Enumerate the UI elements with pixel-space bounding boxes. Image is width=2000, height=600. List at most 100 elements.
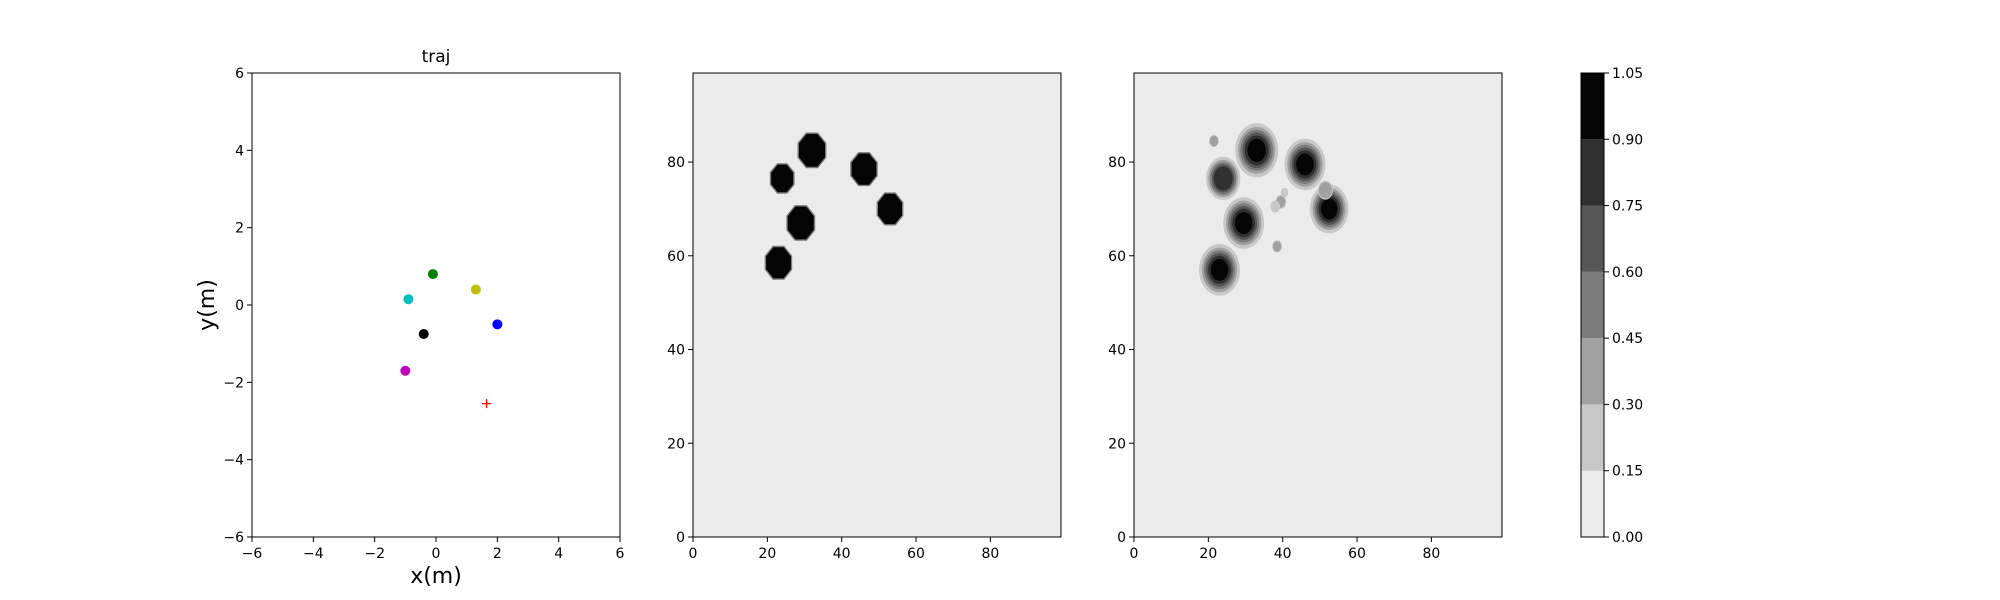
agent-point — [427, 269, 438, 280]
map-2-axes-frame — [1133, 72, 1503, 538]
blob-contour — [1213, 166, 1233, 191]
colorbar-tick-label: 0.15 — [1612, 464, 1643, 480]
agent-point — [418, 329, 429, 339]
blob-core — [766, 247, 791, 279]
obstacle-blob — [1209, 134, 1219, 148]
map-1-x-ticks: 0 20 40 60 80 — [689, 537, 999, 562]
obstacle-blob — [876, 192, 904, 226]
agent-point — [470, 284, 481, 295]
x-tick-label: 6 — [616, 546, 625, 562]
obstacle-blob — [1223, 197, 1265, 249]
colorbar-tick-label: 1.05 — [1612, 66, 1643, 82]
traj-x-axis-label: x(m) — [410, 564, 462, 589]
x-tick-label: 80 — [981, 546, 999, 562]
blob-core — [771, 164, 794, 193]
y-tick-label: −2 — [223, 375, 244, 391]
y-tick-label: 40 — [667, 343, 685, 359]
obstacle-blob — [1270, 200, 1281, 213]
map-1-axes-frame — [692, 72, 1062, 538]
traj-x-ticks: −6 −4 −2 0 2 4 6 — [242, 537, 625, 562]
traj-y-ticks: −6 −4 −2 0 2 4 6 — [223, 66, 252, 546]
x-tick-label: 80 — [1422, 546, 1440, 562]
colorbar-band — [1581, 271, 1604, 339]
colorbar-band — [1581, 338, 1604, 405]
map-panel-2: 0 20 40 60 80 0 20 40 60 80 — [1108, 72, 1503, 562]
colorbar-band — [1581, 139, 1604, 206]
obstacle-blob — [1235, 123, 1279, 178]
y-tick-label: 6 — [235, 66, 244, 82]
x-tick-label: −6 — [242, 546, 263, 562]
blob-contour — [1272, 241, 1282, 252]
obstacle-blob — [850, 152, 878, 187]
agent-point — [492, 319, 503, 330]
x-tick-label: 20 — [758, 546, 776, 562]
x-tick-label: 40 — [1274, 546, 1292, 562]
map-2-y-ticks: 0 20 40 60 80 — [1108, 155, 1134, 546]
agent-point — [403, 294, 414, 305]
colorbar-tick-label: 0.60 — [1612, 265, 1643, 281]
blob-core — [787, 206, 814, 240]
blob-contour — [1210, 258, 1229, 281]
x-tick-label: 60 — [1348, 546, 1366, 562]
colorbar-tick-label: 0.75 — [1612, 199, 1643, 215]
colorbar-frame — [1580, 72, 1605, 538]
obstacle-blob — [797, 132, 827, 169]
map-1-y-ticks: 0 20 40 60 80 — [667, 155, 693, 546]
x-tick-label: −4 — [303, 546, 324, 562]
x-tick-label: 20 — [1199, 546, 1217, 562]
map-2-blobs — [1198, 123, 1349, 296]
obstacle-blob — [1317, 180, 1333, 200]
map-panel-1: 0 20 40 60 80 0 20 40 60 80 — [667, 72, 1062, 562]
traj-title: traj — [422, 47, 451, 67]
colorbar-band — [1581, 205, 1604, 272]
x-tick-label: 0 — [432, 546, 441, 562]
blob-core — [798, 133, 825, 167]
y-tick-label: 60 — [1108, 249, 1126, 265]
colorbar-band — [1581, 470, 1604, 537]
blob-contour — [1247, 138, 1266, 162]
y-tick-label: 0 — [235, 298, 244, 314]
x-tick-label: 60 — [907, 546, 925, 562]
obstacle-blob — [1198, 244, 1240, 296]
y-tick-label: 80 — [1108, 155, 1126, 171]
blob-contour — [1270, 200, 1281, 213]
map-2-x-ticks: 0 20 40 60 80 — [1130, 537, 1440, 562]
colorbar-tick-label: 0.00 — [1612, 530, 1643, 546]
colorbar-tick-label: 0.45 — [1612, 331, 1643, 347]
blob-contour — [1280, 187, 1289, 198]
map-1-background — [693, 73, 1061, 537]
blob-contour — [1318, 181, 1332, 199]
map-2-background — [1134, 73, 1502, 537]
obstacle-blob — [1272, 240, 1283, 253]
x-tick-label: 4 — [554, 546, 563, 562]
blob-core — [878, 193, 902, 225]
obstacle-blob — [1280, 187, 1289, 198]
colorbar: 0.00 0.15 0.30 0.45 0.60 0.75 0.90 1.05 — [1580, 66, 1643, 546]
y-tick-label: 80 — [667, 155, 685, 171]
y-tick-label: −4 — [223, 453, 244, 469]
blob-contour — [1209, 135, 1219, 147]
blob-core — [851, 153, 877, 185]
obstacle-blob — [1309, 184, 1349, 234]
traj-panel: traj −6 −4 −2 0 2 4 6 −6 −4 −2 0 2 4 6 x(m) y(m) — [195, 47, 625, 589]
colorbar-bands — [1581, 73, 1604, 537]
y-tick-label: 40 — [1108, 343, 1126, 359]
traj-marks — [400, 269, 503, 409]
colorbar-band — [1581, 404, 1604, 471]
y-tick-label: −6 — [223, 530, 244, 546]
map-1-blobs — [764, 132, 904, 280]
obstacle-blob — [769, 163, 795, 194]
y-tick-label: 20 — [667, 436, 685, 452]
x-tick-label: −2 — [364, 546, 385, 562]
colorbar-ticks: 0.00 0.15 0.30 0.45 0.60 0.75 0.90 1.05 — [1604, 66, 1643, 546]
traj-axes-frame — [251, 72, 621, 538]
obstacle-blob — [1284, 138, 1326, 191]
blob-contour — [1320, 198, 1338, 220]
traj-y-axis-label: y(m) — [195, 279, 220, 331]
y-tick-label: 0 — [1117, 530, 1126, 546]
blob-contour — [1296, 153, 1314, 176]
colorbar-tick-label: 0.90 — [1612, 132, 1643, 148]
x-tick-label: 0 — [689, 546, 698, 562]
colorbar-tick-label: 0.30 — [1612, 397, 1643, 413]
